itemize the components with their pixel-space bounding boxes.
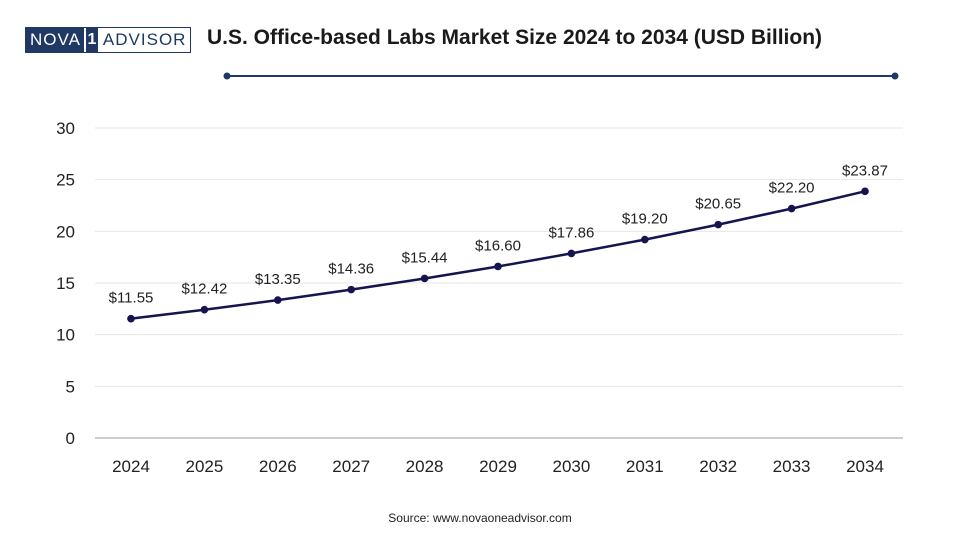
y-tick-label: 15 <box>56 274 75 293</box>
y-tick-label: 0 <box>66 429 75 448</box>
chart-title: U.S. Office-based Labs Market Size 2024 … <box>207 26 823 49</box>
data-point <box>274 296 282 304</box>
y-tick-label: 5 <box>66 377 75 396</box>
data-label: $15.44 <box>402 249 448 266</box>
y-tick-label: 30 <box>56 119 75 138</box>
series-line <box>130 190 866 320</box>
series-line-group <box>130 190 866 320</box>
y-tick-label: 10 <box>56 326 75 345</box>
x-tick-label: 2029 <box>479 457 517 476</box>
data-label: $13.35 <box>255 271 301 288</box>
y-tick-label: 20 <box>56 222 75 241</box>
x-tick-label: 2027 <box>332 457 370 476</box>
x-tick-label: 2028 <box>406 457 444 476</box>
data-point <box>494 262 502 271</box>
x-tick-label: 2026 <box>259 457 297 476</box>
data-label: $11.55 <box>109 290 154 307</box>
logo-text-left: NOVA <box>26 28 84 52</box>
data-label: $23.87 <box>842 162 888 179</box>
header-rule-dot-right <box>891 72 899 80</box>
data-labels: $11.55 $12.42 $13.35 $14.36 $15.44 $16.60 $17.… <box>109 162 888 306</box>
x-axis-ticks: 2024 2025 2026 2027 2028 2029 2030 2031 2032 2033… <box>112 457 884 476</box>
data-label: $16.60 <box>475 237 521 254</box>
data-point <box>861 187 869 196</box>
data-label: $12.42 <box>181 281 227 298</box>
grid-lines <box>95 127 903 439</box>
x-tick-label: 2024 <box>112 457 150 476</box>
data-point <box>420 274 429 283</box>
data-points <box>127 187 869 323</box>
data-label: $22.20 <box>769 180 815 197</box>
data-label: $17.86 <box>548 224 594 241</box>
brand-logo: NOVA 1 ADVISOR <box>25 27 192 53</box>
source-note: Source: www.novaoneadvisor.com <box>388 511 572 525</box>
x-tick-label: 2032 <box>699 457 737 476</box>
y-tick-label: 25 <box>56 171 75 190</box>
data-point <box>347 285 356 294</box>
data-point <box>127 314 135 323</box>
data-label: $14.36 <box>328 261 374 278</box>
data-point <box>200 305 209 314</box>
data-label: $19.20 <box>622 211 668 228</box>
x-tick-label: 2031 <box>626 457 664 476</box>
x-tick-label: 2034 <box>846 457 884 476</box>
x-tick-label: 2030 <box>552 457 590 476</box>
data-point <box>714 220 722 229</box>
header-rule-dot-left <box>223 72 231 80</box>
data-point <box>641 235 649 244</box>
data-point <box>787 204 796 213</box>
logo-text-right: ADVISOR <box>99 28 191 52</box>
x-tick-label: 2033 <box>773 457 811 476</box>
data-point <box>567 249 576 258</box>
logo-text-mid: 1 <box>83 28 100 52</box>
x-tick-label: 2025 <box>185 457 223 476</box>
y-axis-ticks: 0 5 10 15 20 25 30 <box>56 119 75 448</box>
data-label: $20.65 <box>695 196 741 213</box>
header-rule <box>223 72 899 80</box>
